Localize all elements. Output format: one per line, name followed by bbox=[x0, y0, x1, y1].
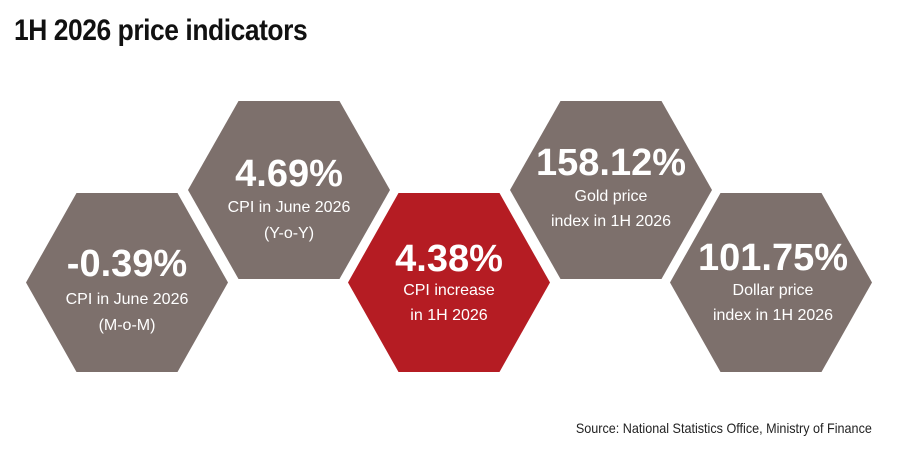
hex-desc-line2: index in 1H 2026 bbox=[713, 307, 833, 324]
page-title: 1H 2026 price indicators bbox=[14, 14, 308, 47]
hex-value: 4.38% bbox=[395, 238, 503, 280]
hex-value: 158.12% bbox=[536, 142, 686, 184]
hex-cpi-increase: 4.38% CPI increase in 1H 2026 bbox=[348, 193, 550, 372]
hex-shape bbox=[670, 193, 872, 372]
hex-desc-line1: Dollar price bbox=[733, 282, 814, 299]
hex-desc-line1: CPI in June 2026 bbox=[228, 199, 351, 216]
hex-desc-line2: (M-o-M) bbox=[99, 317, 156, 334]
hex-cpi-yoy: 4.69% CPI in June 2026 (Y-o-Y) bbox=[188, 101, 390, 279]
hex-shape bbox=[26, 193, 228, 372]
hex-cpi-mom: -0.39% CPI in June 2026 (M-o-M) bbox=[26, 193, 228, 372]
hex-desc-line2: (Y-o-Y) bbox=[264, 225, 314, 242]
hex-shape bbox=[510, 101, 712, 279]
hex-desc-line1: Gold price bbox=[575, 188, 648, 205]
source-note: Source: National Statistics Office, Mini… bbox=[576, 420, 872, 436]
hex-shape bbox=[348, 193, 550, 372]
hex-desc-line2: in 1H 2026 bbox=[410, 307, 487, 324]
hex-gold-index: 158.12% Gold price index in 1H 2026 bbox=[510, 101, 712, 279]
hex-desc-line1: CPI in June 2026 bbox=[66, 291, 189, 308]
hex-shape bbox=[188, 101, 390, 279]
hex-value: 101.75% bbox=[698, 237, 848, 279]
hex-dollar-index: 101.75% Dollar price index in 1H 2026 bbox=[670, 193, 872, 372]
hex-desc-line2: index in 1H 2026 bbox=[551, 213, 671, 230]
hex-value: 4.69% bbox=[235, 153, 343, 195]
hex-desc-line1: CPI increase bbox=[403, 282, 495, 299]
hex-value: -0.39% bbox=[67, 243, 187, 285]
